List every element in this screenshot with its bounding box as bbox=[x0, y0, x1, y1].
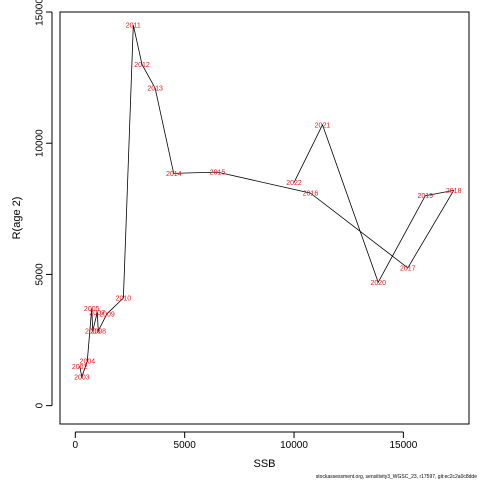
y-tick-label: 5000 bbox=[35, 263, 46, 286]
x-tick-label: 0 bbox=[73, 440, 79, 451]
point-label-2016: 2016 bbox=[303, 191, 319, 198]
point-label-2015: 2015 bbox=[210, 170, 226, 177]
credit-text: stockassessment.org, sensitivity3_WGSC_2… bbox=[316, 474, 477, 480]
point-label-2018: 2018 bbox=[446, 188, 462, 195]
y-axis-title: R(age 2) bbox=[11, 197, 23, 240]
point-label-2010: 2010 bbox=[116, 296, 132, 303]
point-label-2013: 2013 bbox=[147, 86, 163, 93]
point-labels: 2002 2003 2004 2005 2006 2007 2008 2009 2010 2011… bbox=[72, 23, 462, 382]
y-tick-label: 15000 bbox=[35, 0, 46, 26]
point-label-2003: 2003 bbox=[74, 374, 90, 381]
x-tick-label: 5000 bbox=[174, 440, 197, 451]
x-axis-title: SSB bbox=[253, 458, 275, 470]
point-label-2005: 2005 bbox=[84, 306, 100, 313]
x-tick-label: 10000 bbox=[280, 440, 308, 451]
point-label-2008: 2008 bbox=[90, 328, 106, 335]
point-label-2017: 2017 bbox=[400, 265, 416, 272]
point-label-2021: 2021 bbox=[315, 122, 331, 129]
y-tick-label: 0 bbox=[35, 402, 46, 408]
x-tick-label: 15000 bbox=[389, 440, 417, 451]
series-path bbox=[79, 25, 455, 379]
point-label-2012: 2012 bbox=[134, 62, 150, 69]
point-label-2022: 2022 bbox=[286, 180, 302, 187]
point-label-2020: 2020 bbox=[370, 280, 386, 287]
point-label-2011: 2011 bbox=[126, 23, 141, 30]
point-label-2006: 2006 bbox=[85, 328, 101, 335]
point-label-2019: 2019 bbox=[417, 193, 433, 200]
x-axis: 0 5000 10000 15000 bbox=[73, 431, 418, 451]
y-axis: 0 5000 10000 15000 bbox=[35, 0, 53, 408]
plot-frame bbox=[59, 11, 470, 425]
y-tick-label: 10000 bbox=[35, 129, 46, 157]
point-label-2009: 2009 bbox=[99, 311, 115, 318]
point-label-2004: 2004 bbox=[80, 359, 96, 366]
point-label-2014: 2014 bbox=[166, 171, 182, 178]
point-label-2007: 2007 bbox=[89, 310, 105, 317]
point-label-2002: 2002 bbox=[72, 364, 88, 371]
series-line bbox=[79, 25, 455, 379]
